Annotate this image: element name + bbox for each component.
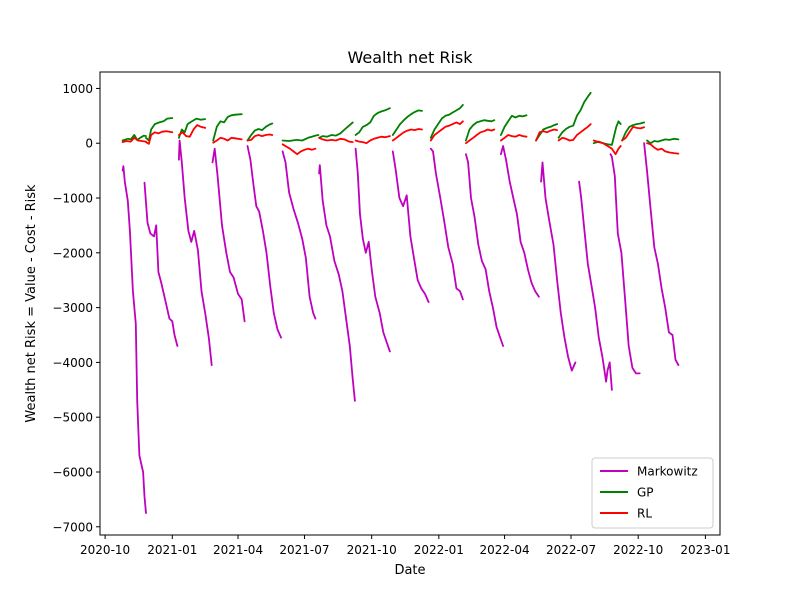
legend-label-gp: GP [637, 486, 654, 500]
series-rl-segment-10 [429, 120, 464, 142]
x-tick-label: 2021-01 [147, 543, 197, 557]
y-tick-label: −5000 [52, 411, 93, 425]
series-rl-segment-3 [177, 124, 207, 138]
series-markowitz-segment-9 [391, 150, 430, 304]
series-rl-segment-2 [145, 130, 174, 145]
series-markowitz-segment-8 [354, 147, 391, 353]
x-tick-label: 2022-04 [479, 543, 529, 557]
series-gp-segment-10 [429, 104, 464, 139]
series-markowitz-segment-10 [429, 147, 464, 301]
series-gp-segment-5 [246, 122, 274, 142]
x-tick-label: 2022-10 [613, 543, 663, 557]
plot-area [99, 71, 721, 536]
series-gp-segment-12 [499, 114, 528, 136]
series-rl [121, 120, 680, 156]
series-markowitz [121, 139, 680, 514]
x-tick-label: 2023-01 [680, 543, 730, 557]
series-markowitz-segment-14 [578, 180, 613, 391]
x-tick-label: 2020-10 [80, 543, 130, 557]
y-tick-label: −6000 [52, 465, 93, 479]
x-tick-label: 2021-04 [213, 543, 263, 557]
series-markowitz-segment-4 [211, 147, 246, 323]
y-tick-label: 1000 [62, 82, 93, 96]
series-rl-segment-8 [354, 135, 391, 145]
series-rl-segment-5 [246, 133, 274, 142]
x-axis: 2020-10 2021-01 2021-04 2021-07 2021-10 2022-… [80, 535, 730, 557]
series-gp-segment-3 [177, 117, 207, 139]
y-tick-label: −3000 [52, 301, 93, 315]
legend-label-markowitz: Markowitz [637, 465, 698, 479]
legend-box [591, 457, 714, 529]
legend-label-rl: RL [637, 507, 652, 521]
series-gp-segment-8 [354, 107, 391, 136]
series-layer [121, 91, 680, 514]
series-gp-segment-6 [281, 134, 320, 142]
series-rl-segment-1 [121, 136, 147, 144]
y-tick-label: −1000 [52, 192, 93, 206]
series-markowitz-segment-2 [143, 181, 179, 347]
series-gp-segment-9 [391, 109, 423, 136]
x-axis-label: Date [394, 563, 425, 578]
y-axis: 1000 0 −1000 −2000 −3000 −4000 −5000 −6000 −7000 [52, 82, 100, 534]
y-tick-label: 0 [85, 137, 93, 151]
series-rl-segment-14 [557, 123, 592, 142]
series-rl-segment-6 [281, 143, 317, 156]
series-rl-segment-13 [535, 128, 558, 142]
legend: Markowitz GP RL [591, 457, 714, 529]
series-gp-segment-7 [318, 121, 354, 139]
x-tick-label: 2021-07 [279, 543, 329, 557]
y-tick-label: −4000 [52, 356, 93, 370]
series-rl-segment-16 [621, 125, 645, 142]
series-rl-segment-12 [499, 134, 528, 142]
series-gp-segment-14 [557, 91, 592, 139]
x-tick-label: 2021-10 [347, 543, 397, 557]
x-tick-label: 2022-01 [414, 543, 464, 557]
y-axis-label: Wealth net Risk = Value - Cost - Risk [24, 184, 39, 423]
series-markowitz-segment-12 [499, 145, 540, 298]
plot-frame [99, 71, 721, 536]
series-markowitz-segment-1 [121, 165, 147, 514]
y-tick-label: −2000 [52, 246, 93, 260]
series-markowitz-segment-5 [246, 145, 283, 339]
series-rl-segment-7 [318, 136, 354, 144]
chart-title: Wealth net Risk [348, 48, 474, 67]
series-markowitz-segment-15 [609, 153, 641, 375]
series-markowitz-segment-16 [643, 142, 680, 367]
series-rl-segment-9 [391, 128, 423, 142]
series-gp-segment-17 [646, 137, 680, 145]
series-gp-segment-16 [621, 121, 645, 142]
series-markowitz-segment-6 [281, 150, 317, 320]
series-rl-segment-15 [592, 139, 622, 156]
series-gp [121, 91, 680, 146]
series-gp-segment-4 [212, 113, 243, 142]
series-gp-segment-1 [121, 134, 147, 142]
series-markowitz-segment-11 [464, 153, 505, 347]
x-tick-label: 2022-07 [546, 543, 596, 557]
series-gp-segment-13 [535, 123, 558, 142]
series-gp-segment-11 [464, 119, 496, 142]
series-markowitz-segment-3 [177, 139, 213, 367]
series-rl-segment-4 [212, 136, 243, 144]
series-rl-segment-17 [646, 142, 680, 155]
y-tick-label: −7000 [52, 520, 93, 534]
series-rl-segment-11 [464, 128, 496, 145]
series-markowitz-segment-7 [318, 164, 356, 402]
series-markowitz-segment-13 [540, 161, 577, 372]
